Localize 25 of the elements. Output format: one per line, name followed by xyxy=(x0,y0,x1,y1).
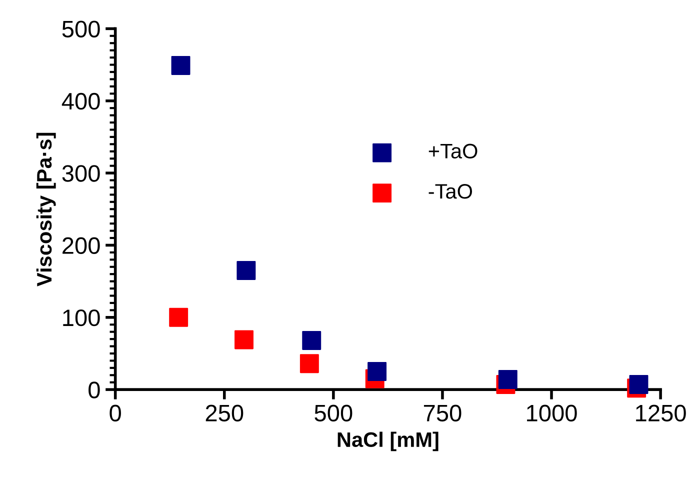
y-tick-label: 100 xyxy=(63,309,100,326)
point xyxy=(302,331,322,350)
x-axis-title: NaCl [mM] xyxy=(338,432,438,452)
point xyxy=(498,370,518,389)
point xyxy=(234,330,254,350)
legend-label: -TaO xyxy=(428,184,472,199)
x-tick-label: 1250 xyxy=(636,404,686,422)
point xyxy=(236,260,256,280)
x-tick-label: 750 xyxy=(424,404,462,422)
point xyxy=(368,362,387,382)
point xyxy=(629,375,648,394)
point xyxy=(300,354,319,374)
x-tick-label: 500 xyxy=(314,404,352,422)
y-tick-label: 300 xyxy=(62,165,100,182)
y-tick-label: 500 xyxy=(62,20,100,38)
y-axis-title: Viscosity [Pa·s] xyxy=(36,132,56,286)
y-tick-label: 400 xyxy=(62,92,100,110)
x-tick-label: 1000 xyxy=(527,404,577,422)
legend-label: +TaO xyxy=(428,144,478,158)
y-tick-label: 0 xyxy=(88,382,100,398)
x-tick-label: 0 xyxy=(110,404,121,422)
x-tick-label: 250 xyxy=(206,404,244,422)
point xyxy=(171,56,190,75)
point xyxy=(169,308,188,327)
y-tick-label: 200 xyxy=(62,237,100,254)
